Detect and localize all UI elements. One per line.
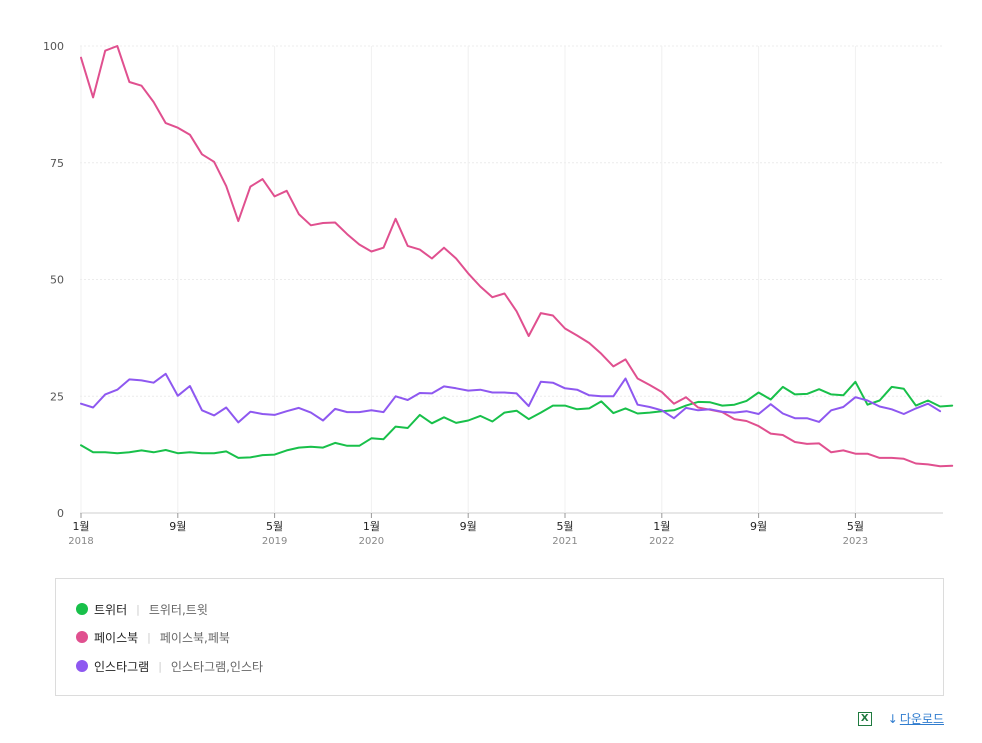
excel-icon[interactable]: X: [857, 711, 872, 726]
legend-keywords: 페이스북,페북: [159, 630, 230, 645]
legend-separator: |: [147, 630, 151, 644]
legend-item-twitter[interactable]: 트위터 | 트위터,트윗: [76, 599, 208, 619]
legend-item-facebook[interactable]: 페이스북 | 페이스북,페북: [76, 627, 230, 647]
line-chart: 100 75 50 25 0 1월 2018 9월 5월 2019 1월 2020 9월 5월 2021 1월…: [43, 40, 954, 547]
x-tick-year-label: 2020: [359, 536, 384, 547]
x-tick-label: 1월: [653, 520, 670, 533]
series-line-twitter: [80, 380, 954, 459]
series-line-instagram: [80, 372, 942, 424]
legend-item-instagram[interactable]: 인스타그램 | 인스타그램,인스타: [76, 656, 263, 676]
download-arrow-icon[interactable]: ↓: [887, 711, 898, 726]
legend-box: 트위터 | 트위터,트윗 페이스북 | 페이스북,페북 인스타그램 | 인스타그…: [55, 578, 944, 696]
x-tick-year-label: 2021: [552, 536, 577, 547]
y-tick-label: 100: [43, 40, 64, 53]
x-tick-label: 9월: [169, 520, 186, 533]
x-tick-label: 5월: [847, 520, 864, 533]
legend-dot-icon: [76, 660, 88, 672]
legend-keywords: 트위터,트윗: [148, 602, 208, 617]
y-tick-label: 75: [50, 157, 64, 170]
y-tick-label: 0: [57, 507, 64, 520]
download-link[interactable]: 다운로드: [899, 712, 944, 726]
x-tick-label: 5월: [556, 520, 573, 533]
y-tick-label: 25: [50, 390, 64, 403]
x-tick-label: 1월: [363, 520, 380, 533]
x-tick-label: 1월: [72, 520, 89, 533]
x-tick-label: 9월: [460, 520, 477, 533]
legend-dot-icon: [76, 603, 88, 615]
download-area: X ↓ 다운로드: [857, 710, 944, 727]
legend-name: 트위터: [94, 602, 128, 617]
x-tick-year-label: 2018: [68, 536, 93, 547]
x-tick-year-label: 2022: [649, 536, 674, 547]
series-line-facebook: [80, 45, 954, 468]
legend-dot-icon: [76, 631, 88, 643]
y-tick-label: 50: [50, 274, 64, 287]
x-tick-year-label: 2019: [262, 536, 287, 547]
x-tick-label: 5월: [266, 520, 283, 533]
legend-separator: |: [158, 659, 162, 673]
legend-separator: |: [136, 602, 140, 616]
x-tick-year-label: 2023: [843, 536, 868, 547]
legend-name: 페이스북: [94, 630, 139, 645]
legend-keywords: 인스타그램,인스타: [170, 659, 264, 674]
legend-name: 인스타그램: [94, 659, 150, 674]
x-tick-label: 9월: [750, 520, 767, 533]
